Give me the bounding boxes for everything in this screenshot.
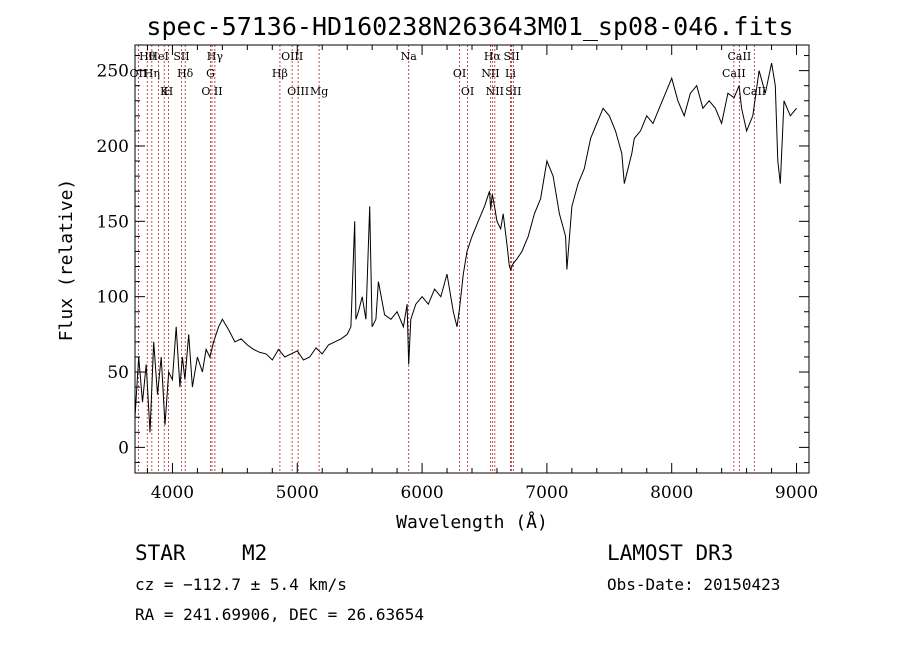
x-tick-label: 8000 [650,483,693,503]
line-label: Hδ [177,67,194,80]
observation-date: Obs-Date: 20150423 [607,575,780,594]
line-label: OI [461,85,474,98]
line-label: H [164,85,174,98]
x-tick-label: 9000 [775,483,818,503]
line-label: CaII [742,85,766,98]
line-label: G [206,67,215,80]
chart-title: spec-57136-HD160238N263643M01_sp08-046.f… [146,12,793,41]
object-class: STAR [135,541,186,565]
y-axis-ticks: 0 50 100 150 200 250 [97,55,809,463]
line-label: NII [481,67,499,80]
x-axis-ticks: 4000 5000 6000 7000 8000 9000 [146,45,818,503]
line-label: OIII [281,50,303,63]
line-label: Hβ [272,67,288,80]
y-tick-label: 0 [118,438,129,458]
y-tick-label: 150 [97,212,129,232]
line-label: CaII [728,50,752,63]
plot-frame [134,44,810,474]
y-axis-label: Flux (relative) [56,179,77,342]
line-label: O II [201,85,222,98]
flux-series-line [134,62,797,433]
line-label: NII [486,85,504,98]
x-tick-label: 5000 [276,483,319,503]
line-label: Mg [310,85,328,98]
redshift-cz: cz = −112.7 ± 5.4 km/s [135,575,347,594]
object-subclass: M2 [242,541,267,565]
survey-name: LAMOST DR3 [607,541,733,565]
x-axis-label: Wavelength (Å) [396,511,548,533]
line-label: Hθ [139,50,156,63]
line-label: CaII [722,67,746,80]
line-label: K [160,85,169,98]
y-tick-label: 250 [97,62,129,82]
x-tick-label: 4000 [151,483,194,503]
line-label: Hγ [207,50,224,63]
line-label: HeI [148,50,168,63]
line-label: SII [503,50,519,63]
x-tick-label: 6000 [400,483,443,503]
line-label: Na [401,50,418,63]
line-label: SII [173,50,189,63]
spectral-line-markers [137,45,755,473]
line-label: SII [505,85,521,98]
line-label: OIII [287,85,309,98]
x-tick-label: 7000 [525,483,568,503]
line-label: Hη [144,67,160,80]
line-label: OI [453,67,466,80]
y-tick-label: 50 [107,363,129,383]
y-tick-label: 200 [97,137,129,157]
y-tick-label: 100 [97,288,129,308]
line-label: Li [505,67,516,80]
coordinates: RA = 241.69906, DEC = 26.63654 [135,605,424,624]
line-label: Hα [484,50,502,63]
